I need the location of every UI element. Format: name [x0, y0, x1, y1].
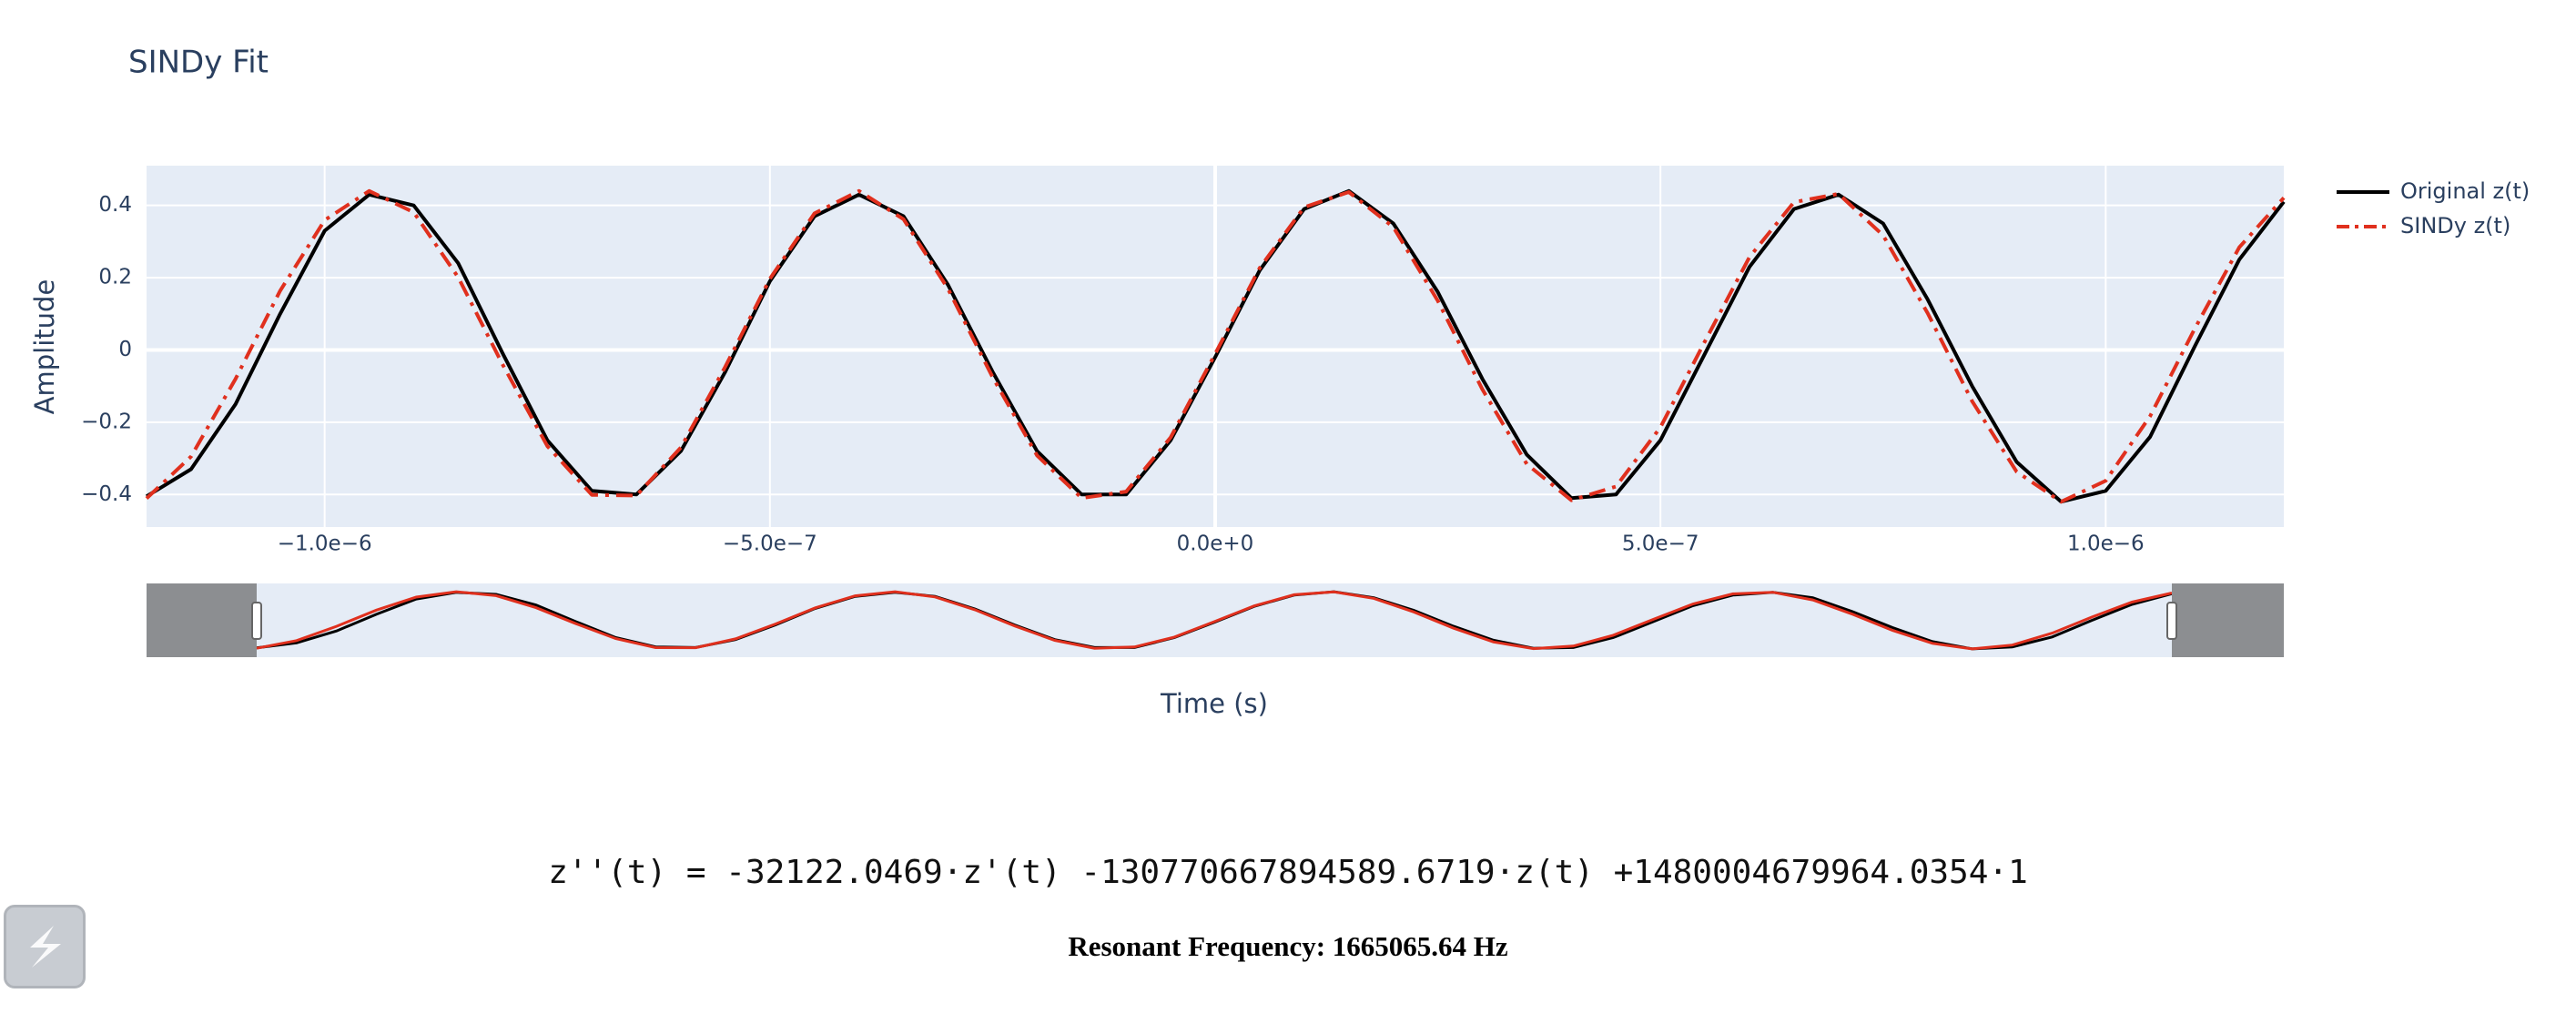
equation: z''(t) = -32122.0469·z'(t) -130770667894…: [548, 854, 2028, 891]
y-tick-label: −0.4: [81, 482, 132, 506]
y-axis-label: Amplitude: [29, 279, 60, 415]
slider-line: [256, 590, 2173, 651]
chart: SINDy Fit Time (s) Amplitude −0.4 −0.2 0 0.…: [29, 45, 2530, 720]
y-tick-label: 0.4: [98, 193, 132, 217]
x-axis-label: Time (s): [1160, 688, 1268, 719]
slider-mask-right: [2172, 583, 2284, 657]
x-tick-label: 1.0e−6: [2067, 532, 2145, 556]
x-tick-label: 5.0e−7: [1622, 532, 1699, 556]
legend-label: SINDy z(t): [2400, 213, 2510, 238]
y-tick-label: −0.2: [81, 410, 132, 433]
series-line: [145, 188, 2286, 504]
slider-handle-left: [251, 602, 262, 640]
legend-label: Original z(t): [2400, 178, 2530, 204]
x-tick-label: 0.0e+0: [1177, 532, 1254, 556]
chart-title: SINDy Fit: [128, 45, 269, 81]
resonant-frequency: Resonant Frequency: 1665065.64 Hz: [1068, 930, 1508, 962]
y-tick-label: 0.2: [98, 266, 132, 289]
app-logo[interactable]: [4, 905, 86, 988]
x-tick-label: −1.0e−6: [278, 532, 372, 556]
x-tick-label: −5.0e−7: [723, 532, 817, 556]
slider-handle-right: [2166, 602, 2177, 640]
y-tick-label: 0: [118, 338, 132, 361]
logo-icon: [30, 926, 61, 968]
series-line: [145, 188, 2286, 504]
slider-mask-left: [147, 583, 257, 657]
